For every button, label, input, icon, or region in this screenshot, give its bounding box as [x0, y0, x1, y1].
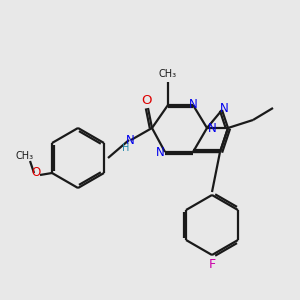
Text: N: N	[126, 134, 134, 146]
Text: CH₃: CH₃	[16, 151, 34, 161]
Text: CH₃: CH₃	[159, 69, 177, 79]
Text: O: O	[142, 94, 152, 107]
Text: H: H	[122, 143, 130, 153]
Text: O: O	[32, 167, 40, 179]
Text: N: N	[220, 101, 228, 115]
Text: N: N	[156, 146, 164, 158]
Text: N: N	[189, 98, 197, 110]
Text: F: F	[208, 257, 216, 271]
Text: N: N	[208, 122, 216, 134]
